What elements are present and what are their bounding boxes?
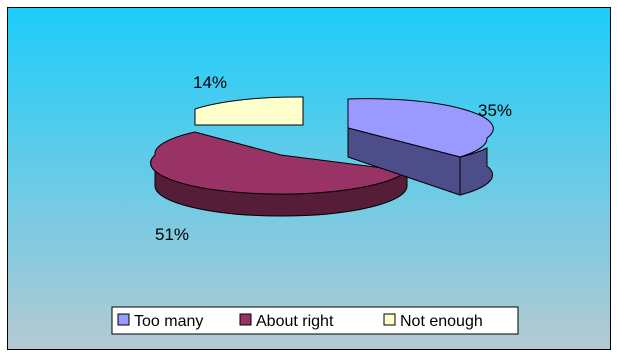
legend-label-about-right: About right	[256, 313, 334, 330]
legend-box	[111, 306, 519, 335]
slice-about-right	[150, 131, 409, 217]
legend-swatch-not-enough	[383, 313, 396, 326]
slice-too-many	[347, 98, 494, 196]
pie-chart: 35% 51% 14% Too many About right Not eno…	[7, 7, 611, 350]
legend-swatch-about-right	[239, 313, 252, 326]
legend: Too many About right Not enough	[111, 306, 519, 335]
legend-swatch-too-many	[117, 313, 130, 326]
chart-area: 35% 51% 14% Too many About right Not eno…	[7, 7, 611, 350]
legend-label-too-many: Too many	[134, 313, 203, 330]
data-label-not-enough: 14%	[193, 73, 227, 92]
data-label-about-right: 51%	[155, 225, 189, 244]
legend-label-not-enough: Not enough	[400, 313, 483, 330]
data-label-too-many: 35%	[478, 101, 512, 120]
slice-not-enough	[194, 96, 304, 126]
